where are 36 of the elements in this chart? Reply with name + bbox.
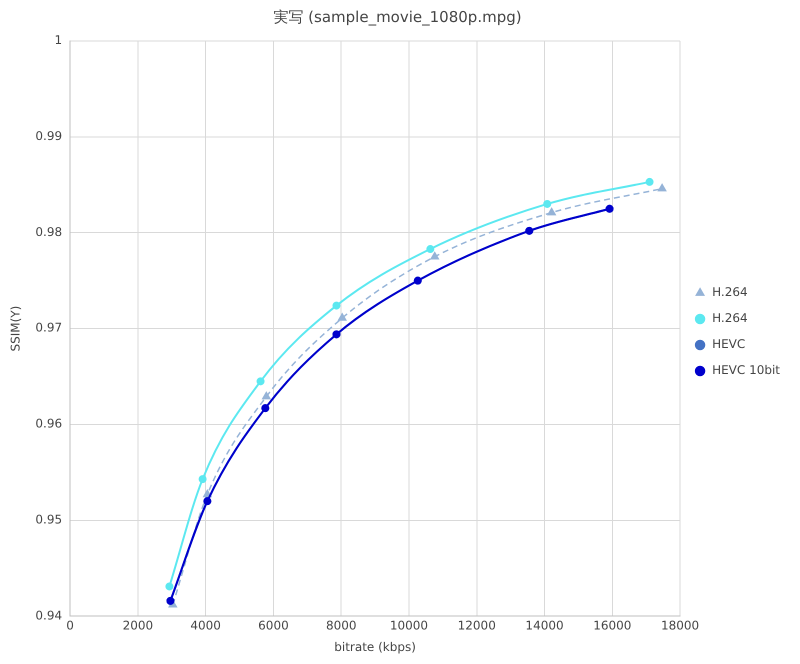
x-tick-label: 2000 — [122, 618, 154, 633]
point — [256, 377, 265, 386]
y-tick-label: 0.95 — [35, 512, 62, 526]
point — [332, 302, 340, 310]
x-tick-label: 0 — [66, 618, 74, 633]
x-tick-label: 6000 — [258, 618, 289, 633]
point — [426, 245, 434, 254]
point — [338, 313, 346, 321]
point — [547, 208, 556, 216]
x-tick-label: 8000 — [326, 618, 356, 633]
point — [646, 178, 654, 186]
legend-label: H.264 — [712, 285, 748, 300]
point — [543, 200, 552, 208]
chart-title: 実写 (sample_movie_1080p.mpg) — [273, 8, 522, 26]
y-tick-label: 0.99 — [35, 128, 62, 143]
x-tick-label: 10000 — [390, 618, 428, 633]
x-tick-label: 16000 — [593, 618, 632, 633]
y-axis-title: SSIM(Y) — [8, 306, 22, 352]
x-tick-label: 18000 — [660, 618, 700, 633]
point — [658, 184, 666, 192]
y-tick-label: 0.94 — [35, 608, 62, 622]
x-tick-label: 4000 — [190, 618, 221, 633]
y-tick-label: 1 — [54, 33, 62, 48]
x-axis-title: bitrate (kbps) — [334, 640, 416, 654]
x-tick-label: 12000 — [458, 618, 496, 633]
point — [262, 392, 271, 400]
y-tick-label: 0.98 — [35, 224, 62, 239]
legend-label: HEVC 10bit — [712, 363, 780, 378]
point — [165, 582, 174, 590]
legend-label: H.264 — [712, 311, 748, 326]
x-tick-label: 14000 — [525, 618, 564, 633]
legend-label: HEVC — [712, 337, 746, 352]
y-tick-label: 0.96 — [35, 416, 62, 431]
point — [198, 475, 207, 484]
y-tick-label: 0.97 — [35, 320, 62, 335]
point — [430, 252, 439, 260]
